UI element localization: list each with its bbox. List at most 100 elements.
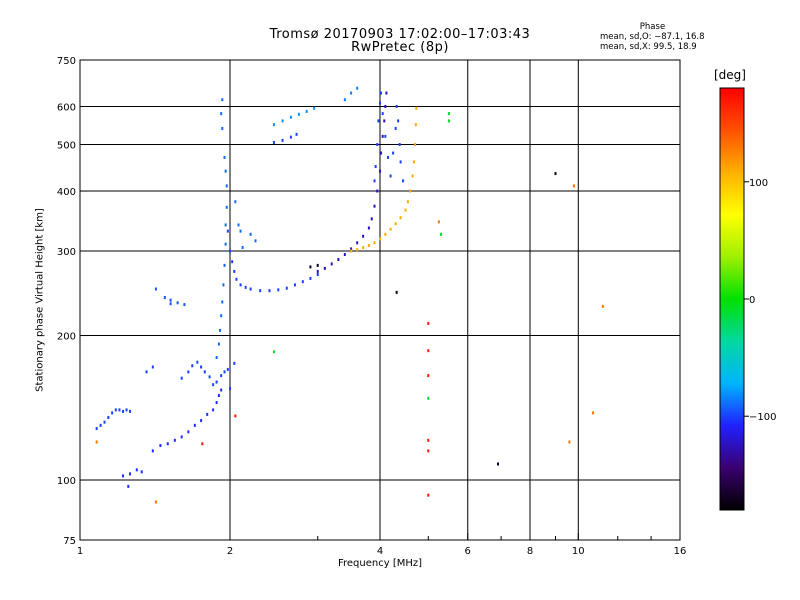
data-point [377, 119, 380, 123]
data-point [196, 360, 199, 364]
data-point [356, 241, 359, 245]
data-point [215, 380, 218, 384]
data-point [215, 355, 218, 359]
data-point [399, 216, 402, 220]
data-point [411, 174, 414, 178]
y-tick-label: 600 [57, 103, 76, 114]
data-point [234, 200, 237, 204]
data-point [350, 247, 353, 251]
phase-stats-o-mode: mean, sd,O: −87.1, 16.8 [600, 32, 705, 42]
chart-subtitle: RwPretec (8p) [351, 40, 449, 55]
data-point [379, 101, 381, 105]
data-point [187, 370, 190, 374]
data-point [373, 241, 376, 245]
data-point [187, 430, 190, 434]
data-point [200, 365, 203, 369]
data-point [118, 408, 121, 412]
colorbar-scale [719, 87, 745, 511]
x-tick-label: 16 [674, 546, 687, 557]
data-point [404, 208, 407, 212]
data-point [395, 105, 398, 109]
data-point [601, 304, 604, 308]
data-point [234, 414, 237, 418]
data-point [154, 287, 157, 291]
data-point [385, 91, 388, 95]
data-point [392, 151, 395, 155]
data-point [277, 288, 280, 292]
y-tick-label: 300 [57, 247, 76, 258]
data-point [135, 468, 138, 472]
x-axis-label: Frequency [MHz] [337, 558, 423, 569]
data-point [220, 374, 223, 378]
y-axis: 75 100 200 300 400 500 600 750 [57, 56, 87, 547]
data-point [224, 242, 227, 246]
data-point [221, 126, 224, 130]
data-point [281, 138, 284, 142]
data-point [217, 394, 220, 398]
data-point [383, 119, 386, 123]
data-point [289, 115, 292, 119]
data-point [208, 375, 211, 379]
data-point [125, 408, 128, 412]
x-tick-label: 6 [465, 546, 471, 557]
data-point [399, 160, 402, 164]
y-tick-label: 75 [63, 536, 76, 547]
data-point [103, 420, 106, 424]
data-point [237, 223, 240, 227]
colorbar-tick-label: 100 [749, 178, 768, 189]
data-point [293, 283, 296, 287]
x-axis: 1 2 4 6 8 10 16 [77, 533, 687, 557]
data-point [384, 105, 387, 109]
data-point [427, 349, 430, 353]
data-point [330, 262, 333, 266]
data-point [140, 470, 143, 474]
data-point [376, 143, 379, 147]
data-point [384, 134, 387, 138]
y-tick-label: 100 [57, 476, 76, 487]
colorbar-tick-label: 0 [749, 295, 755, 306]
data-point [244, 285, 247, 289]
data-point [268, 289, 271, 293]
data-point [226, 367, 229, 371]
data-point [367, 226, 370, 230]
data-point [169, 298, 172, 302]
data-point [413, 143, 416, 147]
data-point [233, 269, 236, 273]
data-point [223, 263, 226, 267]
data-point [191, 364, 194, 368]
data-point [389, 174, 392, 178]
data-point [356, 248, 359, 252]
data-point [350, 91, 353, 95]
data-point [222, 283, 225, 287]
data-point [301, 280, 304, 284]
data-point [386, 155, 389, 159]
x-tick-label: 4 [377, 546, 383, 557]
data-point [229, 387, 231, 391]
data-point [151, 449, 154, 453]
data-point [380, 91, 383, 95]
data-point [223, 155, 226, 159]
data-point [427, 438, 430, 442]
data-point [591, 411, 594, 415]
data-point [107, 415, 110, 419]
data-point [309, 276, 312, 280]
data-point [395, 290, 398, 294]
data-point [496, 462, 499, 466]
data-point [151, 365, 154, 369]
y-tick-label: 500 [57, 141, 76, 152]
data-point [254, 239, 257, 243]
data-point [217, 342, 220, 346]
data-point [394, 126, 397, 130]
data-point [95, 440, 98, 444]
data-point [343, 98, 346, 102]
data-point [159, 444, 162, 448]
data-point [381, 112, 384, 116]
data-point [241, 246, 244, 250]
data-point [316, 273, 319, 277]
data-point [225, 205, 228, 209]
colorbar-tick-label: −100 [749, 412, 776, 423]
data-point [297, 112, 300, 116]
data-point [229, 249, 231, 253]
x-tick-label: 8 [527, 546, 533, 557]
